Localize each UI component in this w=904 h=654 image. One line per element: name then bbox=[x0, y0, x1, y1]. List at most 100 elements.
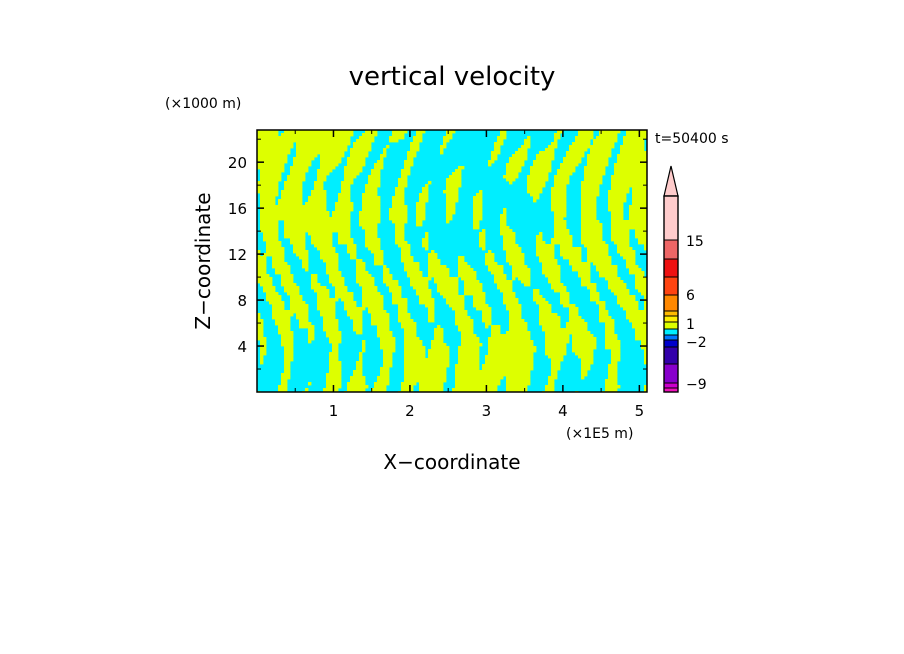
field-cell bbox=[308, 382, 312, 386]
field-cell bbox=[455, 382, 501, 386]
field-cell bbox=[479, 241, 486, 245]
field-cell bbox=[257, 250, 261, 254]
colorbar-frame bbox=[663, 195, 679, 393]
field-cell bbox=[479, 232, 486, 236]
field-cell bbox=[347, 250, 357, 254]
field-cell bbox=[446, 193, 459, 197]
field-cell bbox=[344, 175, 357, 179]
field-cell bbox=[497, 283, 513, 287]
colorbar: 15 6 1 −2 −9 bbox=[663, 165, 707, 393]
field-cell bbox=[554, 136, 561, 140]
field-cell bbox=[395, 238, 405, 242]
field-cell bbox=[338, 238, 354, 242]
field-cell bbox=[260, 352, 267, 356]
field-cell bbox=[257, 274, 270, 278]
field-cell bbox=[581, 226, 603, 230]
field-cell bbox=[458, 259, 465, 263]
field-cell bbox=[584, 175, 603, 179]
field-cell bbox=[551, 208, 567, 212]
field-cell bbox=[323, 322, 339, 326]
field-cell bbox=[320, 157, 342, 161]
field-cell bbox=[416, 130, 426, 134]
field-cell bbox=[551, 142, 558, 146]
y-axis-label: Z−coordinate bbox=[191, 192, 215, 329]
field-cell bbox=[599, 313, 609, 317]
field-cell bbox=[551, 367, 561, 371]
field-cell bbox=[278, 202, 303, 206]
field-cell bbox=[260, 175, 282, 179]
field-cell bbox=[350, 379, 366, 383]
field-cell bbox=[260, 223, 279, 227]
field-cell bbox=[341, 187, 351, 191]
field-cell bbox=[491, 334, 531, 338]
field-cell bbox=[290, 166, 309, 170]
field-cell bbox=[395, 235, 405, 239]
field-cell bbox=[581, 238, 603, 242]
field-cell bbox=[404, 346, 426, 350]
field-cell bbox=[329, 364, 342, 368]
field-cell bbox=[290, 301, 306, 305]
field-cell bbox=[524, 139, 531, 143]
field-cell bbox=[395, 229, 405, 233]
field-cell bbox=[440, 148, 444, 152]
field-cell bbox=[554, 289, 567, 293]
field-cell bbox=[338, 232, 351, 236]
field-cell bbox=[608, 376, 618, 380]
field-cell bbox=[362, 298, 384, 302]
field-cell bbox=[581, 217, 597, 221]
field-cell bbox=[503, 238, 516, 242]
field-cell bbox=[590, 148, 612, 152]
field-cell bbox=[506, 304, 522, 308]
field-cell bbox=[443, 139, 450, 143]
field-cell bbox=[572, 142, 591, 146]
field-cell bbox=[581, 184, 600, 188]
field-cell bbox=[512, 274, 531, 278]
field-cell bbox=[293, 244, 306, 248]
field-cell bbox=[626, 259, 636, 263]
field-cell bbox=[416, 220, 423, 224]
field-cell bbox=[623, 139, 645, 143]
field-cell bbox=[578, 130, 594, 134]
field-cell bbox=[611, 214, 624, 218]
field-cell bbox=[344, 169, 363, 173]
field-cell bbox=[599, 319, 615, 323]
field-cell bbox=[533, 289, 540, 293]
field-cell bbox=[554, 232, 570, 236]
field-cell bbox=[284, 349, 294, 353]
field-cell bbox=[545, 274, 561, 278]
field-cell bbox=[530, 172, 549, 176]
field-cell bbox=[500, 223, 507, 227]
field-cell bbox=[599, 310, 609, 314]
field-cell bbox=[458, 268, 474, 272]
field-cell bbox=[404, 334, 417, 338]
field-cell bbox=[629, 271, 645, 275]
field-cell bbox=[308, 232, 333, 236]
field-cell bbox=[332, 343, 339, 347]
field-cell bbox=[587, 160, 609, 164]
field-cell bbox=[440, 292, 459, 296]
field-cell bbox=[440, 145, 447, 149]
field-cell bbox=[608, 373, 618, 377]
field-cell bbox=[272, 307, 285, 311]
field-cell bbox=[461, 343, 483, 347]
field-cell bbox=[581, 358, 594, 362]
field-cell bbox=[518, 277, 531, 281]
field-cell bbox=[554, 181, 570, 185]
field-cell bbox=[449, 304, 465, 308]
field-cell bbox=[485, 361, 534, 365]
field-cell bbox=[635, 274, 645, 278]
field-cell bbox=[581, 223, 603, 227]
field-cell bbox=[266, 298, 282, 302]
colorbar-tick-label: 1 bbox=[686, 317, 695, 333]
field-cell bbox=[374, 262, 384, 266]
field-cell bbox=[614, 292, 630, 296]
field-cell bbox=[404, 379, 447, 383]
field-cell bbox=[395, 232, 405, 236]
field-cell bbox=[320, 253, 339, 257]
x-scale-label: (×1E5 m) bbox=[566, 426, 633, 442]
field-cell bbox=[410, 283, 429, 287]
field-cell bbox=[416, 223, 423, 227]
field-cell bbox=[404, 166, 411, 170]
field-cell bbox=[464, 283, 483, 287]
field-cell bbox=[506, 169, 522, 173]
